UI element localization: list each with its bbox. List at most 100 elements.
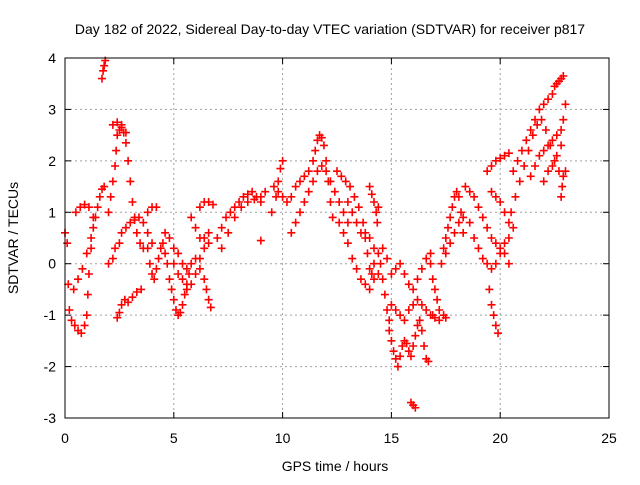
data-point (108, 254, 117, 263)
data-point (409, 300, 418, 309)
data-point (161, 228, 170, 237)
data-point (439, 244, 448, 253)
data-point (67, 316, 76, 325)
data-point (474, 203, 483, 212)
data-point (235, 198, 244, 206)
data-point (174, 249, 183, 258)
data-point (296, 208, 305, 217)
data-point (513, 156, 522, 165)
data-point (385, 326, 394, 335)
data-point (313, 136, 322, 145)
data-point (559, 72, 568, 80)
data-point (409, 342, 418, 350)
data-point (204, 228, 213, 237)
data-point (454, 218, 463, 227)
data-point (104, 259, 113, 268)
data-point (191, 223, 200, 232)
data-point (478, 254, 487, 263)
data-point (483, 223, 492, 232)
data-point (176, 308, 185, 317)
data-point (93, 203, 102, 212)
data-point (128, 198, 137, 206)
data-point (145, 259, 154, 268)
data-point (396, 311, 405, 320)
data-point (526, 126, 535, 134)
x-tick-label: 20 (492, 430, 508, 446)
data-point (389, 347, 398, 356)
data-point (526, 172, 535, 181)
data-point (80, 321, 89, 330)
data-point (539, 177, 548, 186)
data-point (71, 208, 80, 217)
data-point (276, 164, 285, 173)
y-tick-label: 0 (48, 256, 56, 272)
data-point (82, 311, 91, 320)
data-point (533, 120, 542, 129)
data-point (461, 182, 470, 191)
data-point (422, 254, 431, 263)
data-point (383, 306, 392, 314)
x-tick-label: 10 (275, 430, 291, 446)
data-point (491, 321, 500, 330)
data-point (441, 313, 450, 322)
data-point (70, 321, 79, 330)
data-point (393, 362, 402, 371)
data-point (217, 244, 226, 253)
data-point (200, 275, 209, 284)
data-point (504, 234, 513, 242)
data-point (517, 146, 526, 155)
data-point (531, 115, 540, 124)
data-point (104, 208, 113, 217)
data-point (150, 275, 159, 284)
data-point (213, 234, 222, 242)
data-point (365, 234, 374, 242)
data-point (95, 192, 104, 201)
data-point (317, 162, 326, 170)
data-point (402, 339, 411, 348)
data-point (400, 270, 409, 278)
data-point (296, 177, 305, 186)
data-point (300, 172, 309, 181)
data-point (111, 244, 120, 253)
y-tick-label: -1 (44, 307, 57, 323)
grid (65, 58, 609, 418)
data-point (174, 270, 183, 278)
data-point (441, 249, 450, 258)
data-point (424, 357, 433, 366)
data-point (339, 228, 348, 237)
data-point (84, 270, 93, 278)
data-point (311, 146, 320, 155)
data-point (539, 100, 548, 109)
y-axis-label: SDTVAR / TECUs (5, 182, 21, 294)
data-point (420, 342, 429, 350)
data-point (250, 195, 259, 204)
data-point (561, 100, 570, 109)
data-point (509, 167, 518, 176)
data-point (322, 167, 331, 176)
data-point (148, 270, 157, 278)
data-point (487, 300, 496, 309)
data-point (339, 208, 348, 217)
data-point (509, 223, 518, 232)
y-tick-label: 1 (48, 204, 56, 220)
data-point (121, 223, 130, 232)
data-point (154, 254, 163, 263)
data-point (454, 192, 463, 201)
data-point (446, 213, 455, 222)
data-point (158, 239, 167, 248)
data-point (130, 216, 139, 224)
data-point (76, 203, 85, 212)
data-point (494, 329, 503, 338)
data-point (435, 316, 444, 325)
data-point (74, 275, 83, 284)
data-point (291, 218, 300, 227)
y-tick-label: 4 (48, 50, 56, 66)
data-point (161, 249, 170, 258)
data-point (448, 203, 457, 212)
data-point (400, 316, 409, 325)
data-point (335, 218, 344, 227)
y-tick-label: -2 (44, 359, 57, 375)
data-point (535, 105, 544, 114)
data-point (178, 259, 187, 268)
